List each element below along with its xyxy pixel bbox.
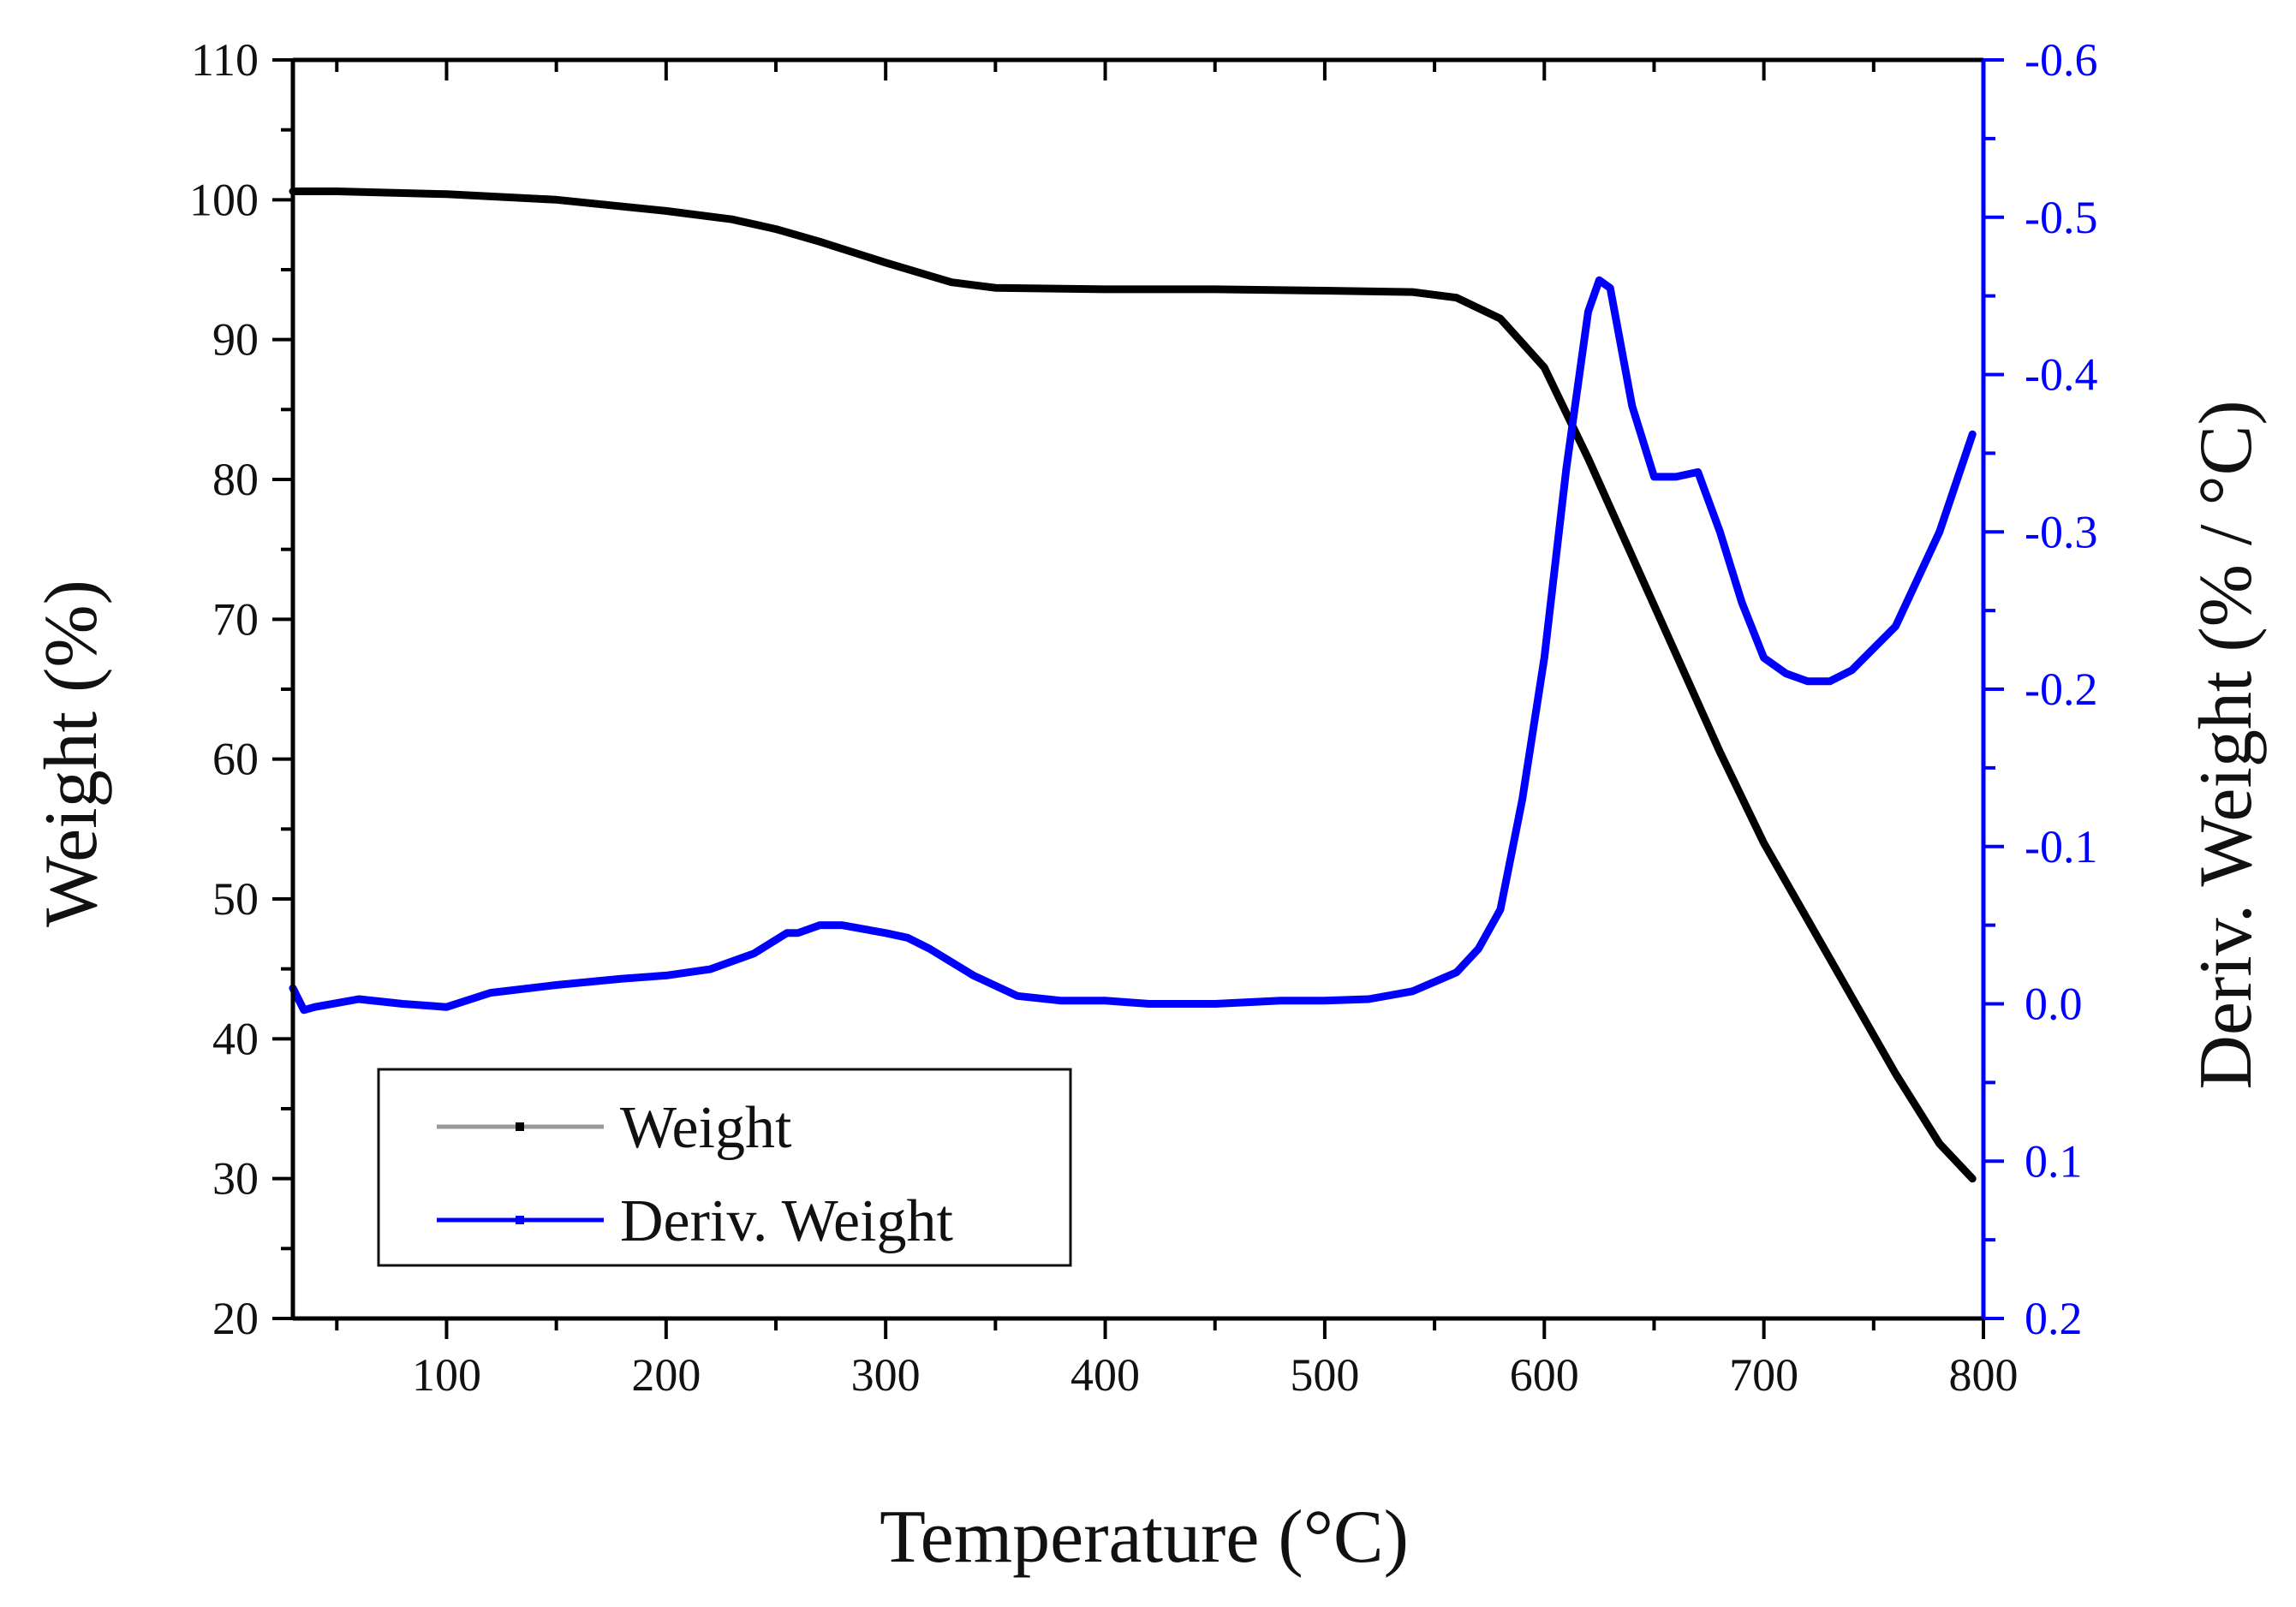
x-tick-label: 300 xyxy=(851,1349,921,1401)
x-tick-label: 700 xyxy=(1729,1349,1798,1401)
y-tick-label: 60 xyxy=(212,734,259,785)
y2-tick-label: -0.3 xyxy=(2025,506,2097,557)
y-tick-label: 90 xyxy=(212,314,259,366)
y2-tick-label: -0.6 xyxy=(2025,34,2097,86)
y-axis-title: Weight (%) xyxy=(30,580,113,927)
series-lines xyxy=(289,187,1977,1183)
y2-tick-label: -0.1 xyxy=(2025,821,2097,872)
legend-box xyxy=(377,1068,1072,1267)
legend-marker-weight xyxy=(516,1122,524,1131)
y-tick-label: 80 xyxy=(212,454,259,505)
x-tick-label: 800 xyxy=(1949,1349,2019,1401)
x-tick-label: 100 xyxy=(412,1349,481,1401)
tick-labels: 100 200 300 400 500 600 700 800 20 30 40 50 60 70 80 90… xyxy=(189,34,2097,1401)
y2-axis-title: Deriv. Weight (% / °C) xyxy=(2185,400,2268,1089)
y-tick-label: 20 xyxy=(212,1293,259,1344)
x-tick-label: 600 xyxy=(1510,1349,1579,1401)
x-axis-title: Temperature (°C) xyxy=(880,1496,1409,1579)
y-tick-label: 50 xyxy=(212,873,259,925)
y2-tick-label: 0.2 xyxy=(2025,1293,2083,1344)
axes xyxy=(290,57,1986,1321)
weight-series-line xyxy=(289,187,1977,1183)
y2-tick-label: 0.0 xyxy=(2025,979,2083,1030)
y-tick-label: 30 xyxy=(212,1153,259,1205)
legend: Weight Deriv. Weight xyxy=(377,1068,1072,1267)
legend-entry-deriv-weight: Deriv. Weight xyxy=(620,1188,954,1254)
legend-marker-deriv-weight xyxy=(516,1216,524,1224)
y2-tick-label: -0.5 xyxy=(2025,192,2097,243)
y2-tick-label: -0.2 xyxy=(2025,664,2097,715)
y2-tick-label: -0.4 xyxy=(2025,349,2097,401)
x-tick-label: 200 xyxy=(631,1349,701,1401)
y-tick-label: 100 xyxy=(189,174,259,225)
x-tick-label: 400 xyxy=(1070,1349,1140,1401)
y-tick-label: 70 xyxy=(212,593,259,645)
y-tick-label: 40 xyxy=(212,1013,259,1064)
y-tick-label: 110 xyxy=(191,34,259,86)
y2-tick-label: 0.1 xyxy=(2025,1135,2083,1187)
deriv-weight-series-line xyxy=(289,276,1977,1015)
legend-entry-weight: Weight xyxy=(620,1095,792,1161)
x-tick-label: 500 xyxy=(1290,1349,1359,1401)
